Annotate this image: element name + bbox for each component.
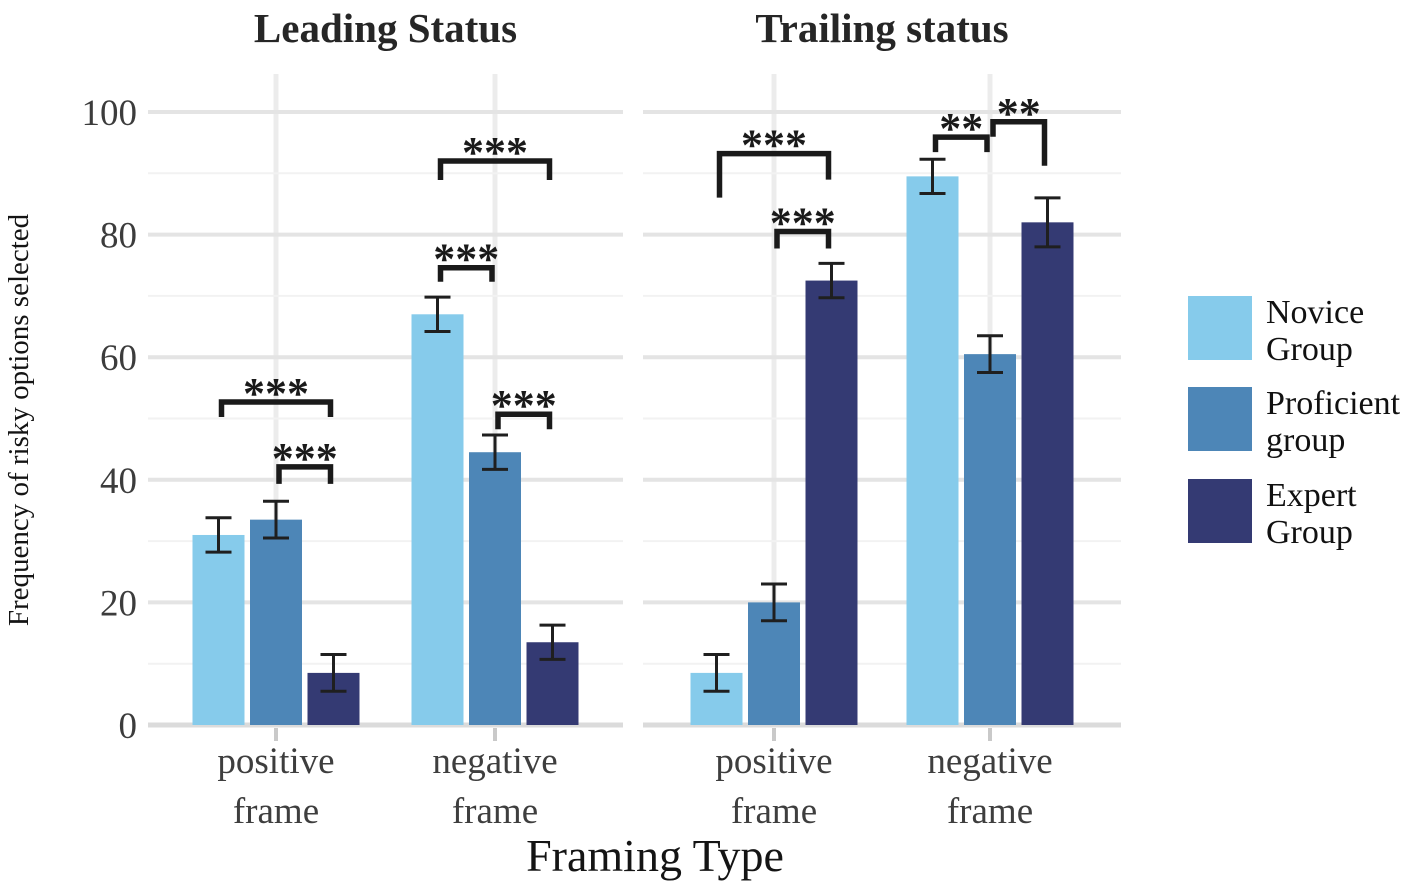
- legend-label: Group: [1266, 331, 1353, 368]
- significance-bracket: [437, 264, 495, 282]
- legend-label: Novice: [1266, 294, 1364, 331]
- x-tick-label: negative: [927, 741, 1052, 782]
- legend-label: group: [1266, 422, 1345, 459]
- bar-novice-group: [411, 314, 464, 725]
- significance-label: **: [997, 89, 1041, 138]
- significance-label: **: [939, 104, 983, 153]
- bar-novice-group: [192, 534, 245, 725]
- y-tick-label: 100: [82, 93, 138, 134]
- significance-label: ***: [272, 434, 338, 483]
- bar-proficient-group: [748, 602, 800, 725]
- significance-label: ***: [243, 369, 309, 418]
- bar-proficient-group: [469, 452, 521, 725]
- x-tick-label: frame: [233, 791, 319, 832]
- significance-bracket: [437, 158, 553, 181]
- significance-bracket: [774, 228, 832, 249]
- panel-title: Leading Status: [254, 5, 517, 51]
- bar-expert-group: [1021, 222, 1074, 725]
- x-axis-title: Framing Type: [526, 830, 784, 881]
- legend-swatch: [1188, 479, 1252, 543]
- significance-label: ***: [741, 121, 807, 170]
- x-tick-label: frame: [947, 791, 1033, 832]
- y-tick-label: 20: [100, 583, 137, 624]
- legend-label: Proficient: [1266, 385, 1401, 422]
- panel-title: Trailing status: [755, 5, 1008, 51]
- significance-bracket: [218, 399, 334, 417]
- x-tick-label: frame: [731, 791, 817, 832]
- legend-label: Group: [1266, 514, 1353, 551]
- x-tick-label: positive: [217, 741, 334, 782]
- bar-novice-group: [906, 176, 959, 726]
- bar-proficient-group: [964, 354, 1016, 725]
- y-tick-label: 80: [100, 216, 137, 257]
- legend-swatch: [1188, 387, 1252, 451]
- significance-bracket: [716, 150, 832, 198]
- significance-bracket: [932, 134, 990, 153]
- significance-bracket: [495, 411, 553, 430]
- bar-proficient-group: [250, 519, 302, 725]
- significance-label: ***: [433, 235, 499, 284]
- x-tick-label: positive: [715, 741, 832, 782]
- significance-bracket: [990, 119, 1048, 166]
- y-tick-label: 60: [100, 338, 137, 379]
- x-tick-label: negative: [432, 741, 557, 782]
- significance-label: ***: [491, 381, 557, 430]
- y-axis-title: Frequency of risky options selected: [3, 213, 35, 626]
- significance-label: ***: [770, 199, 836, 248]
- y-tick-label: 0: [119, 706, 138, 747]
- legend-swatch: [1188, 296, 1252, 360]
- legend-label: Expert: [1266, 477, 1357, 514]
- x-tick-label: frame: [452, 791, 538, 832]
- significance-label: ***: [462, 128, 528, 177]
- significance-bracket: [276, 464, 334, 484]
- y-tick-label: 40: [100, 461, 137, 502]
- bar-expert-group: [805, 280, 858, 725]
